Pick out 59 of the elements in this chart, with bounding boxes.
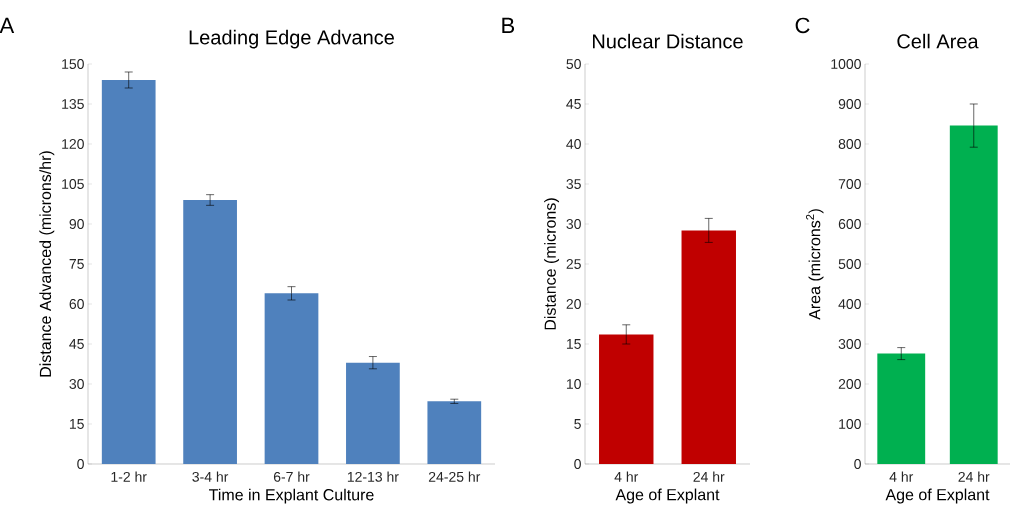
- x-tick-label: 1-2 hr: [111, 471, 147, 482]
- y-tick-label: 600: [838, 219, 861, 229]
- y-tick-label: 0: [854, 459, 861, 469]
- y-tick-label: 135: [62, 99, 84, 109]
- y-tick-label: 1000: [831, 59, 861, 69]
- x-tick-label: 24-25 hr: [428, 471, 481, 482]
- x-tick-label: 3-4 hr: [192, 471, 229, 482]
- bar: [101, 80, 156, 464]
- y-tick-label: 25: [566, 259, 581, 269]
- x-tick-label: 4 hr: [889, 471, 914, 482]
- chart-title: Cell Area: [897, 33, 979, 49]
- y-tick-label: 75: [69, 259, 84, 269]
- y-tick-label: 900: [838, 99, 861, 109]
- y-tick-label: 400: [838, 299, 861, 309]
- chart-title: Leading Edge Advance: [189, 29, 394, 49]
- y-tick-label: 150: [62, 59, 84, 69]
- text: C: [795, 17, 810, 34]
- y-tick-label: 10: [566, 379, 581, 389]
- y-tick-label: 500: [838, 259, 861, 269]
- bar: [264, 293, 319, 464]
- y-axis-title: Distance Advanced (microns/hr): [39, 151, 55, 377]
- y-tick-label: 45: [566, 99, 581, 109]
- y-tick-label: 0: [77, 459, 84, 469]
- y-tick-label: 45: [69, 339, 84, 349]
- y-tick-label: 60: [69, 299, 84, 309]
- bar: [346, 362, 400, 464]
- x-tick-label: 24 hr: [958, 471, 990, 482]
- y-tick-label: 20: [566, 299, 581, 309]
- x-tick-label: 12-13 hr: [347, 471, 399, 482]
- bar: [183, 200, 237, 464]
- x-axis-title: Time in Explant Culture: [209, 488, 374, 504]
- y-tick-label: 5: [574, 419, 581, 429]
- x-axis-title: Age of Explant: [885, 488, 990, 504]
- y-tick-label: 35: [566, 179, 581, 189]
- y-tick-label: 15: [69, 419, 84, 429]
- x-axis-title: Age of Explant: [615, 488, 720, 504]
- y-axis-title: Area (microns$^{2}$): [806, 209, 824, 320]
- y-tick-label: 30: [566, 219, 581, 229]
- y-tick-label: 15: [566, 339, 581, 349]
- x-tick-label: 4 hr: [614, 471, 639, 482]
- text: A: [0, 17, 15, 33]
- y-tick-label: 50: [566, 59, 581, 69]
- y-tick-label: 300: [838, 339, 861, 349]
- text: B: [502, 17, 515, 33]
- y-tick-label: 800: [838, 139, 861, 149]
- y-tick-label: 200: [838, 379, 861, 389]
- x-tick-label: 24 hr: [693, 471, 725, 482]
- x-tick-label: 6-7 hr: [273, 471, 310, 482]
- y-tick-label: 120: [62, 139, 84, 149]
- y-tick-label: 30: [69, 379, 84, 389]
- y-axis-title: Distance (microns): [544, 198, 560, 330]
- y-tick-label: 105: [62, 179, 84, 189]
- y-tick-label: 100: [839, 419, 861, 429]
- y-tick-label: 0: [574, 459, 581, 469]
- y-tick-label: 90: [69, 219, 84, 229]
- y-tick-label: 700: [838, 179, 861, 189]
- chart-title: Nuclear Distance: [593, 33, 743, 49]
- y-tick-label: 40: [566, 139, 581, 149]
- bar: [427, 401, 482, 464]
